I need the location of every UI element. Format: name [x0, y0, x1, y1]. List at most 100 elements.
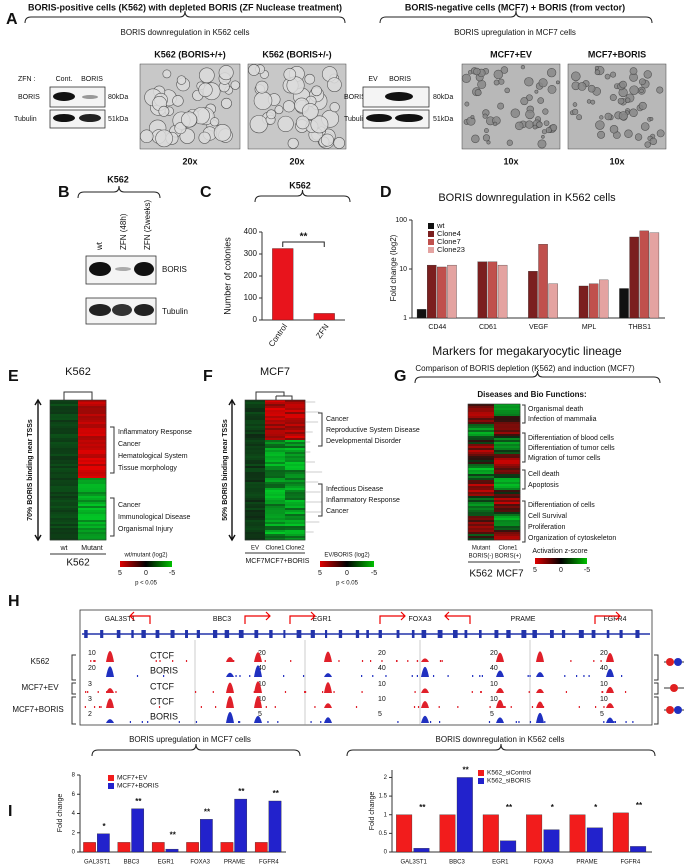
heatmap-cell — [50, 534, 79, 537]
heatmap-cell — [468, 418, 495, 421]
cell — [287, 137, 299, 149]
label: Differentiation of cells — [528, 502, 595, 509]
cell — [471, 134, 480, 144]
blot-band — [89, 262, 111, 276]
heatmap-cell — [245, 434, 266, 437]
bar — [543, 829, 560, 853]
heatmap-cell — [78, 512, 107, 515]
exon — [506, 630, 511, 638]
exon — [464, 630, 468, 638]
heatmap-cell — [285, 448, 306, 451]
heatmap-cell — [468, 498, 495, 501]
heatmap-cell — [78, 400, 107, 403]
heatmap-cell — [245, 494, 266, 497]
heatmap-cell — [78, 482, 107, 485]
exon — [338, 630, 343, 638]
heatmap-cell — [468, 416, 495, 419]
bar — [612, 812, 629, 853]
chart-title: K562 — [289, 180, 311, 190]
peak-noise — [227, 706, 229, 708]
label: K562 — [66, 558, 90, 569]
exon — [170, 630, 175, 638]
heatmap-cell — [468, 406, 495, 409]
x-tick-label: FGFR4 — [620, 860, 640, 866]
heatmap-cell — [494, 424, 521, 427]
legend-swatch — [428, 247, 434, 253]
heatmap-cell — [494, 444, 521, 447]
peak — [254, 715, 262, 723]
heatmap-cell — [245, 516, 266, 519]
y-tick-label: 100 — [244, 293, 258, 302]
cell — [644, 141, 651, 148]
peak — [606, 717, 614, 723]
heatmap-cell — [78, 454, 107, 457]
heatmap-cell — [265, 470, 286, 473]
heatmap-cell — [265, 522, 286, 525]
peak-noise — [588, 675, 590, 677]
heatmap-cell — [50, 454, 79, 457]
peak — [254, 681, 262, 693]
heatmap-cell — [265, 438, 286, 441]
peak — [496, 652, 504, 662]
heatmap-cell — [468, 456, 495, 459]
heatmap-cell — [285, 486, 306, 489]
heatmap-cell — [494, 482, 521, 485]
label: Cont. — [56, 76, 73, 83]
heatmap-cell — [494, 480, 521, 483]
heatmap-cell — [494, 442, 521, 445]
heatmap-cell — [468, 522, 495, 525]
label: ZFN (2weeks) — [143, 199, 152, 250]
heatmap-cell — [494, 506, 521, 509]
label: Infection of mammalia — [528, 416, 597, 423]
peak-noise — [457, 706, 459, 708]
heatmap-cell — [50, 460, 79, 463]
bracket — [110, 497, 115, 537]
x-tick-label: GAL3ST1 — [400, 860, 427, 866]
exon — [532, 630, 537, 638]
heatmap-cell — [285, 502, 306, 505]
heatmap-cell — [245, 406, 266, 409]
bar — [548, 283, 558, 319]
peak-noise — [238, 721, 240, 723]
heatmap-cell — [245, 402, 266, 405]
peak — [106, 650, 114, 662]
heatmap-cell — [78, 416, 107, 419]
heatmap-cell — [78, 486, 107, 489]
heatmap-cell — [285, 530, 306, 533]
heatmap-cell — [50, 434, 79, 437]
heatmap-cell — [50, 486, 79, 489]
cell — [609, 94, 617, 102]
heatmap-cell — [265, 514, 286, 517]
heatmap-cell — [245, 468, 266, 471]
heatmap-cell — [494, 492, 521, 495]
label: BORIS(-) — [469, 554, 494, 560]
bar — [629, 236, 639, 319]
cell — [526, 94, 533, 101]
heatmap-cell — [494, 416, 521, 419]
heatmap-cell — [50, 516, 79, 519]
label: Diseases and Bio Functions: — [477, 390, 586, 399]
heatmap-cell — [494, 446, 521, 449]
heatmap-cell — [468, 442, 495, 445]
heatmap-cell — [468, 520, 495, 523]
peak-noise — [264, 660, 266, 662]
heatmap-cell — [494, 486, 521, 489]
label: Comparison of BORIS depletion (K562) and… — [415, 364, 635, 373]
track-scale: 20 — [88, 665, 96, 672]
peak-noise — [385, 675, 387, 677]
heatmap-cell — [50, 480, 79, 483]
heatmap-cell — [494, 438, 521, 441]
heatmap-cell — [468, 426, 495, 429]
bar — [619, 288, 629, 319]
heatmap-cell — [494, 488, 521, 491]
label: FGFR4 — [604, 616, 627, 623]
heatmap-cell — [245, 452, 266, 455]
heatmap-cell — [50, 464, 79, 467]
x-tick-label: PRAME — [224, 860, 245, 866]
heatmap-cell — [245, 524, 266, 527]
heatmap-cell — [265, 502, 286, 505]
peak-noise — [544, 721, 546, 723]
cell — [320, 133, 334, 147]
brace — [346, 743, 656, 757]
heatmap-cell — [468, 538, 495, 541]
